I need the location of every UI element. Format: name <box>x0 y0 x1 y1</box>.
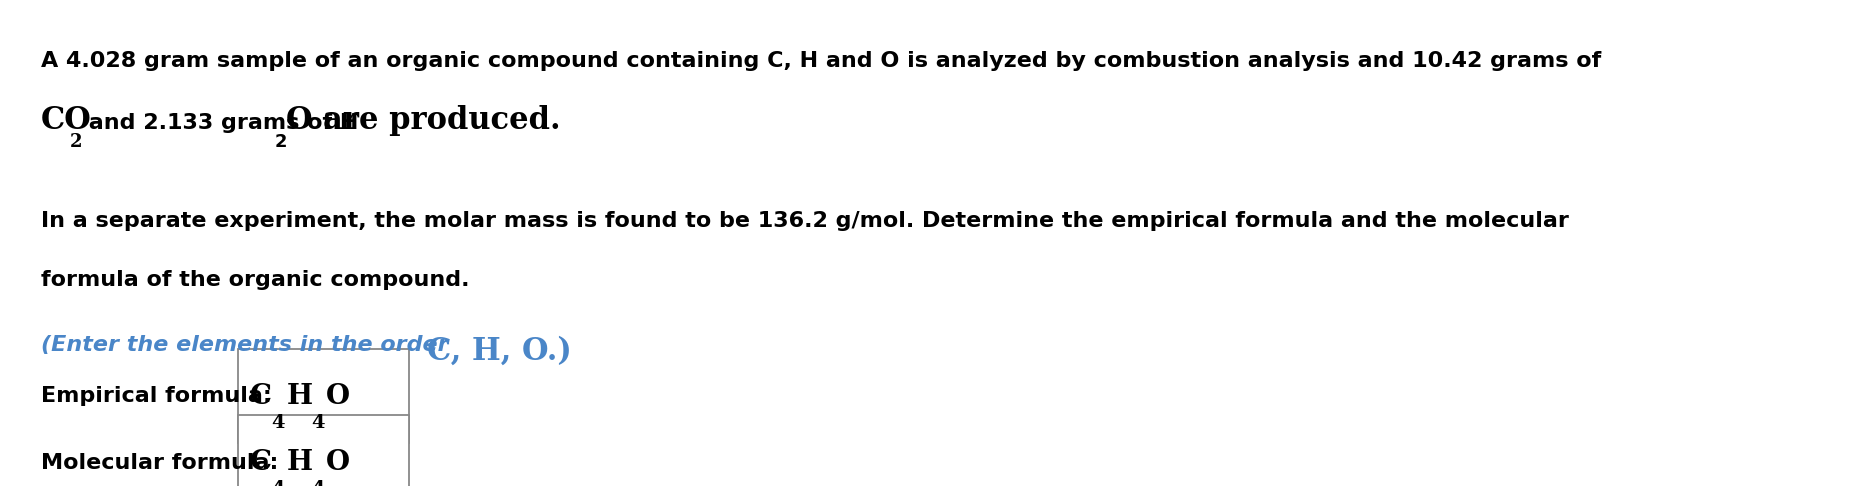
FancyBboxPatch shape <box>237 415 408 486</box>
Text: O: O <box>326 382 349 410</box>
Text: 4: 4 <box>312 480 325 486</box>
Text: In a separate experiment, the molar mass is found to be 136.2 g/mol. Determine t: In a separate experiment, the molar mass… <box>41 211 1567 231</box>
Text: C, H, O.): C, H, O.) <box>427 335 571 366</box>
Text: H: H <box>286 449 313 476</box>
Text: formula of the organic compound.: formula of the organic compound. <box>41 270 469 290</box>
FancyBboxPatch shape <box>237 349 408 443</box>
Text: O: O <box>326 449 349 476</box>
Text: 2: 2 <box>275 133 288 151</box>
Text: C: C <box>249 382 271 410</box>
Text: H: H <box>286 382 313 410</box>
Text: CO: CO <box>41 105 91 136</box>
Text: O are produced.: O are produced. <box>286 105 560 136</box>
Text: A 4.028 gram sample of an organic compound containing C, H and O is analyzed by : A 4.028 gram sample of an organic compou… <box>41 51 1601 71</box>
Text: Empirical formula:: Empirical formula: <box>41 386 271 406</box>
Text: 2: 2 <box>70 133 82 151</box>
Text: 4: 4 <box>271 414 284 432</box>
Text: 4: 4 <box>312 414 325 432</box>
Text: C: C <box>249 449 271 476</box>
Text: Molecular formula:: Molecular formula: <box>41 452 278 473</box>
Text: 4: 4 <box>271 480 284 486</box>
Text: and 2.133 grams of H: and 2.133 grams of H <box>82 113 358 133</box>
Text: (Enter the elements in the order: (Enter the elements in the order <box>41 335 456 355</box>
